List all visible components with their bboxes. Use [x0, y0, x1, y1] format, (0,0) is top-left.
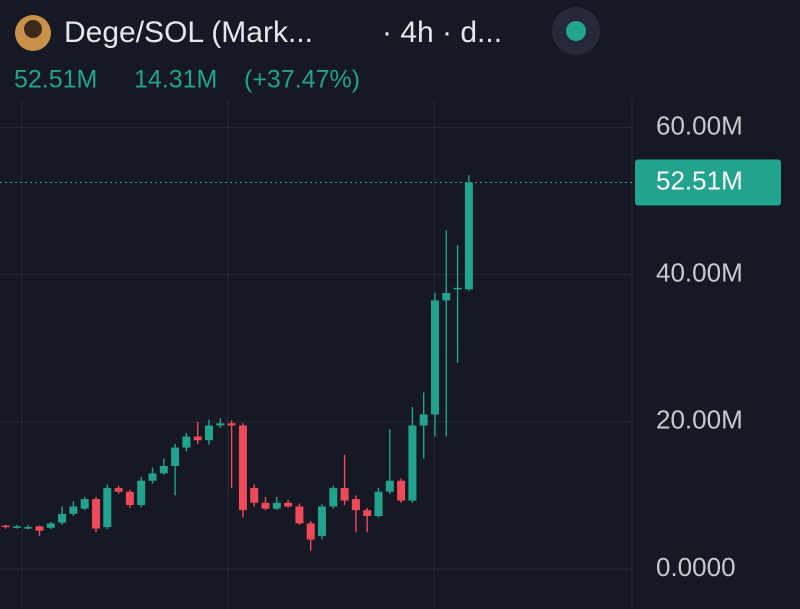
candle-body [1, 525, 10, 528]
candle-body [374, 491, 383, 517]
candle-body [216, 423, 225, 426]
candle-body [58, 513, 67, 523]
candle-body [148, 473, 157, 481]
interval: · 4h · d... [382, 16, 502, 49]
candle-body [464, 182, 473, 290]
token-icon-detail [24, 20, 42, 38]
candle-body [419, 414, 428, 426]
candle-body [227, 423, 236, 426]
candle-body [69, 506, 78, 514]
candle-body [205, 425, 213, 441]
candle-body [193, 436, 202, 441]
candle-body [250, 488, 259, 503]
candle-body [318, 506, 326, 536]
candle-body [125, 491, 134, 505]
y-tick-label: 0.0000 [656, 552, 736, 582]
candle-body [103, 488, 112, 528]
change: 14.31M [134, 66, 217, 94]
candle-body [238, 425, 247, 511]
candle-body [12, 526, 21, 528]
candle-body [261, 502, 270, 509]
candle-body [385, 480, 394, 492]
candle-body [171, 447, 180, 466]
last-price-tag [635, 159, 781, 206]
candle-body [272, 502, 281, 509]
candle-body [182, 436, 191, 448]
candle-body [46, 523, 55, 528]
candle-body [408, 425, 417, 501]
candle-body [284, 502, 293, 507]
candle-body [453, 287, 462, 290]
candle-body [340, 488, 349, 501]
candle-body [295, 506, 304, 524]
y-tick-label: 60.00M [656, 110, 743, 140]
candle-body [363, 510, 372, 517]
y-tick-label: 20.00M [656, 405, 743, 435]
candle-body [92, 499, 100, 529]
candle-body [80, 499, 89, 509]
candle-body [329, 488, 338, 507]
last-price-label: 52.51M [656, 165, 743, 195]
candle-body [159, 465, 168, 474]
price: 52.51M [14, 66, 97, 94]
status-dot [566, 21, 586, 41]
candle-body [24, 527, 33, 529]
candle-body [114, 488, 123, 492]
candle-body [306, 523, 315, 540]
candle-body [351, 499, 360, 511]
y-tick-label: 40.00M [656, 257, 743, 287]
candle-body [35, 526, 44, 531]
title: Dege/SOL (Mark... [64, 16, 313, 49]
candle-body [137, 480, 146, 505]
change-pct: (+37.47%) [244, 66, 360, 94]
candle-body [431, 300, 439, 415]
candle-body [397, 480, 406, 501]
candle-body [442, 293, 451, 301]
